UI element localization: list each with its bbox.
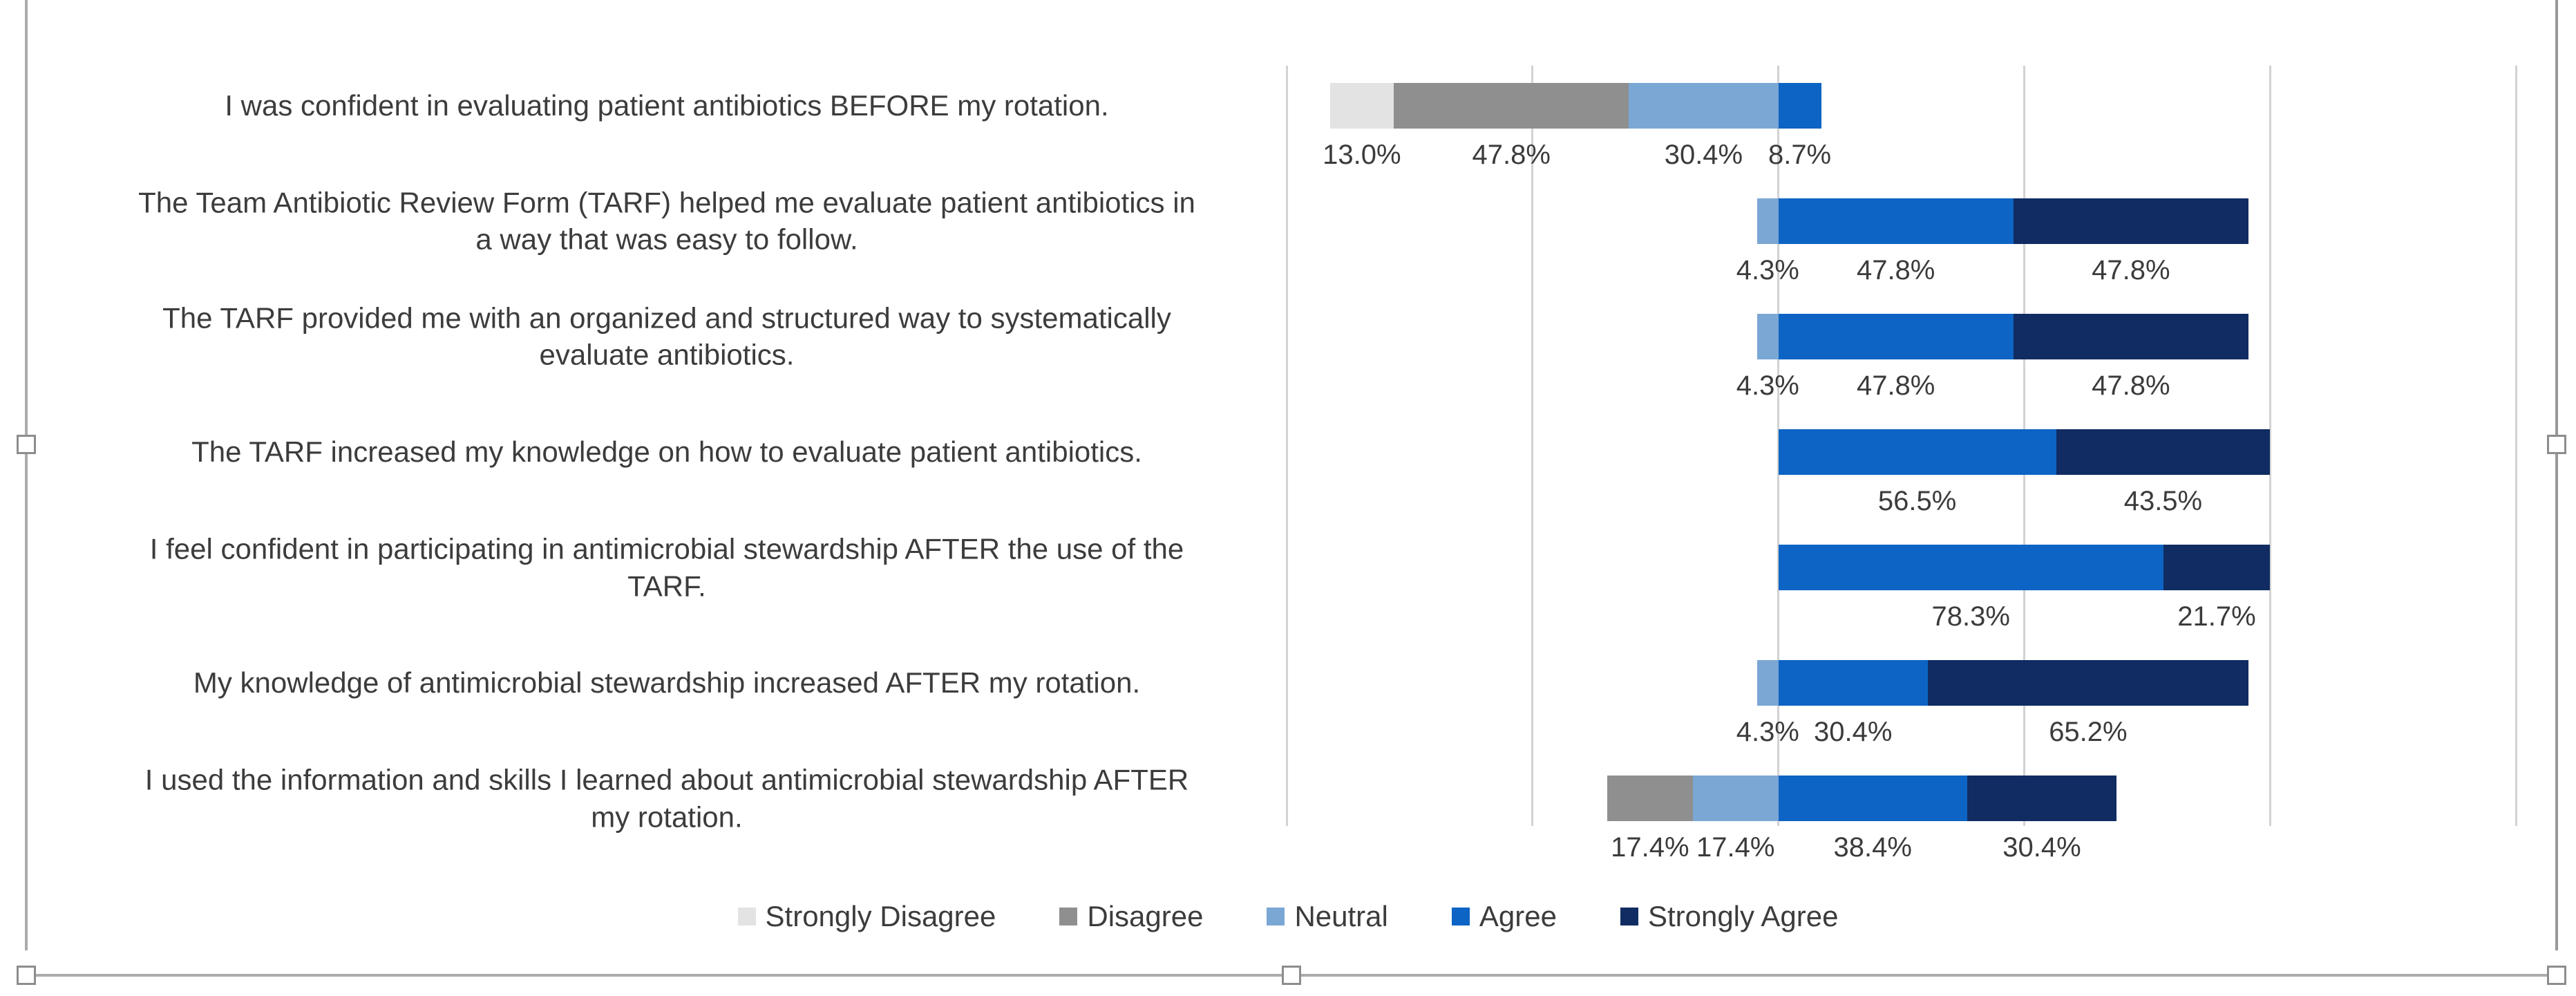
gridline [1285, 66, 1288, 826]
question-label: I feel confident in participating in ant… [149, 532, 1184, 602]
value-label-strongly-agree: 47.8% [2092, 370, 2170, 401]
legend: Strongly Disagree Disagree Neutral Agree Str… [0, 900, 2576, 933]
bar-segment-agree [1778, 82, 1821, 129]
bar-segment-strongly-disagree [1329, 82, 1394, 129]
bar-segment-strongly-agree [2056, 429, 2271, 475]
bar-segment-agree [1778, 776, 1967, 822]
bar-segment-neutral [1757, 660, 1779, 706]
bar-segment-strongly-agree [2163, 544, 2271, 590]
legend-label: Strongly Agree [1647, 900, 1839, 932]
value-label-agree: 47.8% [1856, 370, 1935, 401]
gridline [2515, 66, 2517, 826]
legend-item-strongly-agree: Strongly Agree [1620, 900, 1839, 933]
legend-label: Disagree [1087, 900, 1204, 932]
value-label-agree: 78.3% [1931, 601, 2010, 632]
legend-marker-strongly-disagree [737, 908, 756, 925]
question-label: The TARF increased my knowledge on how t… [191, 435, 1142, 468]
bar-segment-agree [1778, 313, 2014, 359]
legend-label: Strongly Disagree [765, 900, 996, 932]
value-label-neutral: 4.3% [1736, 370, 1799, 401]
legend-item-strongly-disagree: Strongly Disagree [737, 900, 996, 933]
value-label-strongly-agree: 21.7% [2177, 601, 2256, 632]
selection-handle-mid-left[interactable] [17, 435, 36, 454]
selection-handle-bottom-right[interactable] [2547, 966, 2566, 985]
selection-border-left [25, 0, 28, 950]
value-label-agree: 56.5% [1877, 485, 1957, 516]
value-label-agree: 30.4% [1814, 717, 1893, 747]
selection-border-right [2555, 0, 2558, 950]
value-label-neutral: 17.4% [1696, 832, 1775, 863]
value-label-agree: 8.7% [1768, 139, 1832, 170]
selection-handle-bottom-left[interactable] [17, 966, 36, 985]
legend-marker-strongly-agree [1620, 908, 1638, 925]
selection-handle-bottom-center[interactable] [1282, 966, 1301, 985]
value-label-strongly-agree: 65.2% [2049, 717, 2128, 747]
bar-segment-agree [1778, 660, 1928, 706]
bar-segment-neutral [1757, 313, 1779, 359]
gridline [1531, 66, 1534, 826]
legend-label: Neutral [1294, 900, 1388, 932]
value-label-disagree: 47.8% [1472, 139, 1551, 170]
value-label-neutral: 30.4% [1664, 139, 1743, 170]
legend-label: Agree [1479, 900, 1557, 932]
question-label: The TARF provided me with an organized a… [162, 301, 1171, 371]
bar-segment-disagree [1394, 82, 1629, 129]
value-label-agree: 47.8% [1856, 254, 1935, 285]
bar-segment-disagree [1607, 776, 1693, 822]
bar-segment-neutral [1629, 82, 1779, 129]
value-label-agree: 38.4% [1833, 832, 1912, 863]
question-label: I was confident in evaluating patient an… [225, 88, 1109, 122]
value-label-strongly-disagree: 13.0% [1323, 139, 1401, 170]
bar-segment-agree [1778, 198, 2014, 244]
bar-segment-agree [1778, 429, 2056, 475]
bar-segment-strongly-agree [1927, 660, 2248, 706]
legend-marker-neutral [1267, 908, 1285, 925]
legend-marker-agree [1451, 908, 1470, 925]
question-label: I used the information and skills I lear… [144, 763, 1189, 834]
value-label-strongly-agree: 43.5% [2123, 485, 2203, 516]
legend-marker-disagree [1059, 908, 1078, 925]
bar-segment-strongly-agree [1967, 776, 2117, 822]
legend-item-agree: Agree [1451, 900, 1557, 933]
bar-segment-strongly-agree [2013, 313, 2248, 359]
value-label-strongly-agree: 30.4% [2002, 832, 2081, 863]
legend-item-neutral: Neutral [1267, 900, 1388, 933]
question-label: My knowledge of antimicrobial stewardshi… [193, 666, 1141, 699]
selection-handle-mid-right[interactable] [2547, 435, 2566, 454]
bar-segment-strongly-agree [2013, 198, 2248, 244]
value-label-neutral: 4.3% [1736, 717, 1799, 747]
bar-segment-agree [1778, 544, 2163, 590]
legend-item-disagree: Disagree [1059, 900, 1203, 933]
value-label-disagree: 17.4% [1611, 832, 1689, 863]
bar-segment-neutral [1692, 776, 1779, 822]
value-label-strongly-agree: 47.8% [2092, 254, 2170, 285]
gridline [2269, 66, 2271, 826]
bar-segment-neutral [1757, 198, 1779, 244]
question-label: The Team Antibiotic Review Form (TARF) h… [138, 185, 1195, 256]
plot-area [1285, 66, 2517, 826]
value-label-neutral: 4.3% [1736, 254, 1799, 285]
